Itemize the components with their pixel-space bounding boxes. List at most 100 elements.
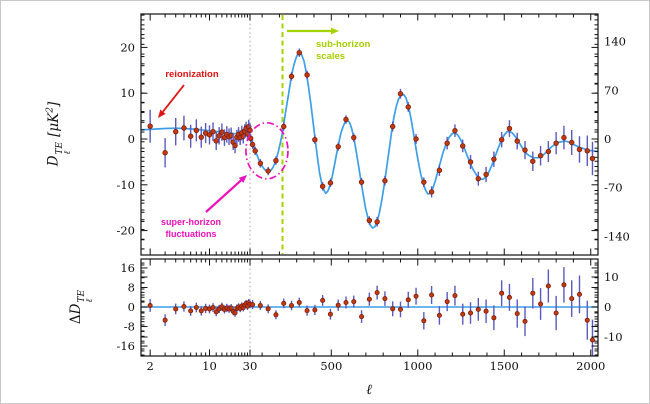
- tick-label: -16: [116, 339, 135, 353]
- data-point: [162, 150, 168, 156]
- data-point: [162, 317, 168, 323]
- super-horizon-arrow: [205, 179, 242, 213]
- data-point: [289, 302, 295, 308]
- tick-label: 0: [604, 132, 611, 146]
- data-point: [257, 160, 264, 167]
- tick-label: -70: [604, 181, 623, 195]
- tick-label: -140: [604, 229, 630, 243]
- data-point: [288, 73, 295, 80]
- data-point: [584, 148, 590, 154]
- data-point: [210, 128, 216, 135]
- data-point: [506, 125, 513, 132]
- data-point: [343, 299, 349, 305]
- data-point: [382, 178, 388, 184]
- data-point: [273, 157, 279, 164]
- data-point: [584, 317, 590, 323]
- data-point: [553, 310, 559, 316]
- data-point: [335, 143, 341, 150]
- data-point: [374, 290, 380, 296]
- data-point: [452, 127, 458, 134]
- data-point: [147, 303, 153, 309]
- x-axis-label: ℓ: [366, 382, 372, 398]
- residual-panel-content: [141, 260, 598, 356]
- data-point: [506, 294, 512, 300]
- data-point: [405, 104, 411, 110]
- data-point: [576, 291, 582, 297]
- data-point: [187, 133, 194, 139]
- data-point: [413, 136, 419, 142]
- data-point: [281, 300, 287, 306]
- data-point: [530, 290, 536, 296]
- data-point: [319, 183, 326, 190]
- data-point: [530, 158, 536, 164]
- data-point: [147, 123, 153, 129]
- data-point: [351, 299, 357, 305]
- tick-label: -10: [116, 178, 135, 192]
- data-point: [522, 318, 528, 324]
- tick-label: 140: [604, 35, 626, 49]
- data-point: [514, 138, 520, 144]
- data-point: [561, 282, 567, 288]
- data-point: [569, 296, 575, 302]
- data-point: [444, 299, 450, 305]
- tick-label: 70: [604, 83, 619, 97]
- theory-curve: [141, 51, 598, 229]
- data-point: [436, 312, 442, 318]
- data-point: [249, 141, 256, 148]
- super-horizon-arrow-head: [238, 175, 247, 183]
- data-point: [499, 290, 505, 296]
- data-point: [436, 167, 443, 174]
- data-point: [483, 308, 489, 314]
- data-point: [467, 159, 474, 165]
- reionization-arrow: [162, 84, 185, 113]
- sub-horizon-arrow-head: [331, 27, 339, 35]
- data-point: [304, 308, 310, 314]
- data-point: [413, 293, 419, 299]
- data-point: [405, 297, 411, 303]
- super-horizon-ellipse: [245, 121, 289, 180]
- data-point: [304, 72, 310, 78]
- data-point: [538, 301, 544, 307]
- data-point: [265, 168, 271, 174]
- data-point: [281, 123, 287, 130]
- data-point: [545, 148, 552, 155]
- data-point: [460, 143, 466, 149]
- tick-label: 0: [604, 300, 611, 314]
- data-point: [561, 134, 567, 141]
- tick-label: 0: [128, 132, 135, 146]
- data-point: [173, 306, 179, 312]
- data-point: [498, 136, 505, 143]
- data-point: [193, 127, 200, 133]
- data-point: [188, 308, 194, 314]
- data-point: [327, 180, 334, 186]
- data-point: [397, 306, 403, 312]
- data-point: [589, 337, 595, 343]
- data-point: [173, 128, 179, 135]
- data-point: [265, 306, 271, 312]
- data-point: [475, 175, 482, 182]
- data-point: [429, 292, 435, 298]
- data-point: [475, 306, 481, 312]
- data-point: [213, 309, 219, 315]
- data-point: [343, 116, 349, 123]
- data-point: [483, 171, 489, 178]
- data-point: [181, 304, 187, 310]
- tick-label: 0: [128, 300, 135, 314]
- data-point: [210, 304, 216, 310]
- annotation-sub-horizon-scales: sub-horizon scales: [316, 39, 371, 62]
- data-point: [522, 147, 528, 153]
- tick-label: 2: [146, 359, 153, 373]
- data-point: [351, 134, 357, 141]
- tick-label: 1500: [490, 359, 519, 373]
- data-point: [428, 189, 435, 195]
- data-point: [390, 306, 396, 312]
- data-point: [219, 129, 225, 135]
- tick-label: 30: [243, 359, 258, 373]
- data-point: [250, 302, 256, 308]
- data-point: [335, 302, 341, 308]
- tick-label: 10: [202, 359, 217, 373]
- data-point: [444, 140, 450, 146]
- data-point: [232, 310, 238, 316]
